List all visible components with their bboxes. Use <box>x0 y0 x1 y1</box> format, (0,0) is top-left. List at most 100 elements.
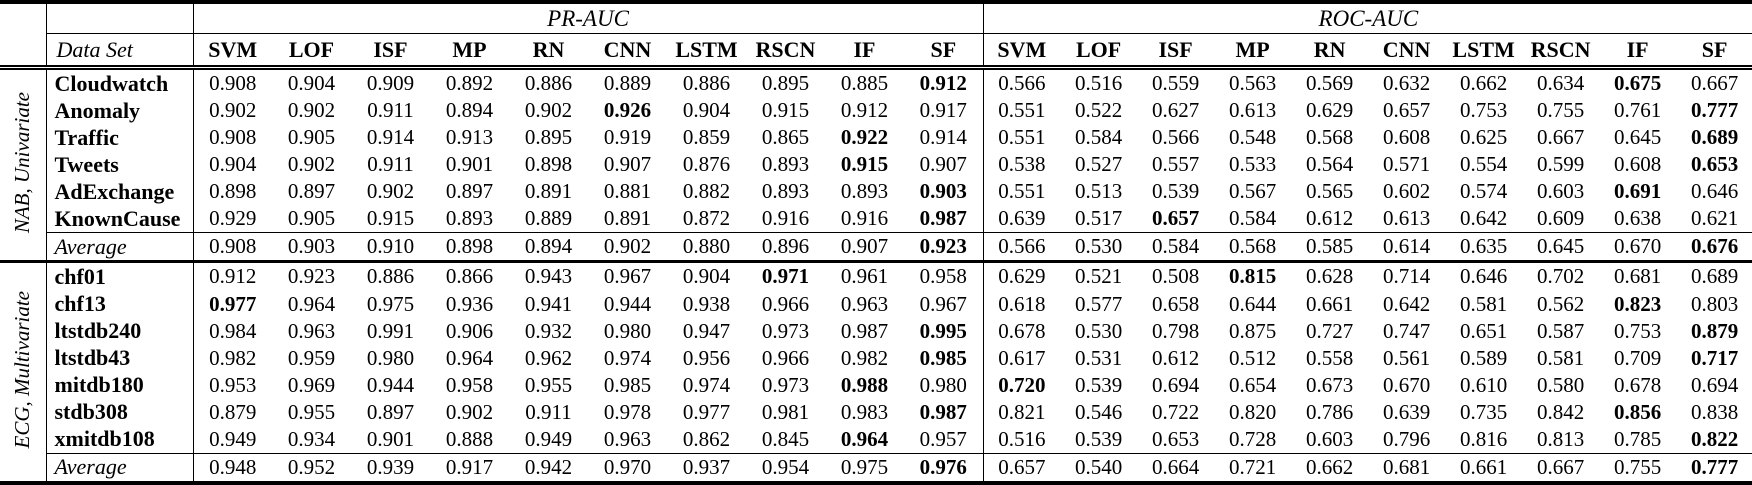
roc-sf-value: 0.838 <box>1690 399 1739 424</box>
roc-svm-value: 0.566 <box>982 67 1061 98</box>
pr-sf-value: 0.907 <box>919 152 967 177</box>
roc-rscn-value: 0.702 <box>1522 260 1600 291</box>
roc-cnn-value: 0.602 <box>1382 179 1431 204</box>
roc-cnn-value: 0.796 <box>1382 426 1431 451</box>
pr-isf-value: 0.911 <box>367 152 414 177</box>
pr-rn-value: 0.932 <box>524 318 573 343</box>
pr-mp-value: 0.906 <box>445 318 494 343</box>
table-row: xmitdb108 0.949 0.934 0.901 0.888 0.949 0.963 0… <box>0 425 1752 454</box>
pr-svm-value: 0.977 <box>192 290 272 318</box>
pr-mp-value: 0.898 <box>430 232 509 262</box>
roc-lstm-value: 0.661 <box>1445 452 1523 483</box>
roc-rn-value: 0.558 <box>1305 345 1354 370</box>
pr-lstm-value: 0.977 <box>682 399 731 424</box>
roc-sf-value: 0.653 <box>1690 152 1739 177</box>
pr-lof-value: 0.902 <box>287 98 336 123</box>
roc-sf-value: 0.689 <box>1676 260 1752 291</box>
pr-rscn-value: 0.966 <box>761 345 810 370</box>
roc-lof-value: 0.530 <box>1060 232 1138 262</box>
pr-isf-value: 0.886 <box>351 260 430 291</box>
pr-mp-value: 0.917 <box>430 452 509 483</box>
roc-lof-value: 0.517 <box>1074 206 1123 231</box>
pr-svm-value: 0.902 <box>192 97 272 125</box>
pr-sf-value: 0.980 <box>919 372 967 397</box>
roc-cnn-value: 0.632 <box>1382 71 1431 96</box>
dataset-label: Traffic <box>45 124 193 152</box>
pr-cnn-value: 0.944 <box>603 291 652 316</box>
roc-cnn-value: 0.613 <box>1382 206 1431 231</box>
pr-if-value: 0.912 <box>840 98 889 123</box>
roc-isf-value: 0.627 <box>1151 98 1200 123</box>
roc-lstm-value: 0.635 <box>1445 232 1523 262</box>
roc-if-value: 0.761 <box>1613 98 1662 123</box>
roc-mp-value: 0.512 <box>1228 345 1277 370</box>
pr-mp-value: 0.936 <box>445 291 494 316</box>
pr-cnn-value: 0.970 <box>588 452 667 483</box>
roc-isf-value: 0.557 <box>1151 152 1200 177</box>
dataset-label: mitdb180 <box>45 371 193 399</box>
roc-mp-value: 0.567 <box>1228 179 1277 204</box>
pr-lof-value: 0.964 <box>287 291 336 316</box>
pr-if-value: 0.916 <box>840 206 889 231</box>
pr-rn-value: 0.886 <box>524 71 573 96</box>
roc-svm-value: 0.551 <box>982 178 1061 206</box>
pr-cnn-value: 0.891 <box>603 206 652 231</box>
roc-rn-value: 0.585 <box>1291 232 1369 262</box>
pr-lof-value: 0.955 <box>287 399 336 424</box>
pr-lof-value: 0.905 <box>287 206 336 231</box>
method-header-roc-cnn: CNN <box>1368 33 1446 70</box>
roc-lstm-value: 0.662 <box>1459 71 1508 96</box>
pr-mp-value: 0.902 <box>445 399 494 424</box>
pr-mp-value: 0.958 <box>445 372 494 397</box>
pr-rn-value: 0.911 <box>525 399 572 424</box>
pr-mp-value: 0.901 <box>445 152 494 177</box>
pr-rn-value: 0.943 <box>509 260 588 291</box>
roc-svm-value: 0.566 <box>982 232 1061 262</box>
pr-mp-value: 0.894 <box>445 98 494 123</box>
pr-lof-value: 0.905 <box>287 125 336 150</box>
pr-svm-value: 0.984 <box>192 317 272 345</box>
pr-cnn-value: 0.902 <box>588 232 667 262</box>
roc-mp-value: 0.644 <box>1228 291 1277 316</box>
pr-lof-value: 0.904 <box>287 71 336 96</box>
roc-if-value: 0.856 <box>1613 399 1662 424</box>
pr-sf-value: 0.985 <box>919 345 967 370</box>
pr-svm-value: 0.908 <box>192 124 272 152</box>
pr-lstm-value: 0.956 <box>682 345 731 370</box>
table-row: ltstdb43 0.982 0.959 0.980 0.964 0.962 0.974 0.… <box>0 344 1752 372</box>
method-header-pr-cnn: CNN <box>588 33 667 70</box>
table-row: KnownCause 0.929 0.905 0.915 0.893 0.889 0.891… <box>0 205 1752 233</box>
roc-lof-value: 0.527 <box>1074 152 1123 177</box>
table-head: PR-AUC ROC-AUC Data Set SVM LOF ISF MP RN CNN… <box>0 2 1752 70</box>
roc-rscn-value: 0.599 <box>1536 152 1585 177</box>
roc-rscn-value: 0.813 <box>1536 426 1585 451</box>
pr-cnn-value: 0.907 <box>603 152 652 177</box>
roc-if-value: 0.681 <box>1599 260 1677 291</box>
pr-rscn-value: 0.954 <box>746 452 825 483</box>
pr-lstm-value: 0.880 <box>667 232 746 262</box>
pr-rscn-value: 0.973 <box>761 372 810 397</box>
table-row: mitdb180 0.953 0.969 0.944 0.958 0.955 0.985 0.… <box>0 371 1752 399</box>
pr-lstm-value: 0.947 <box>682 318 731 343</box>
roc-isf-value: 0.798 <box>1151 318 1200 343</box>
roc-rn-value: 0.629 <box>1305 98 1354 123</box>
pr-isf-value: 0.901 <box>366 426 415 451</box>
roc-lof-value: 0.539 <box>1074 426 1123 451</box>
table-row: Average 0.908 0.903 0.910 0.898 0.894 0.902 0.8… <box>0 232 1752 262</box>
method-header-pr-lof: LOF <box>272 33 351 70</box>
roc-lstm-value: 0.554 <box>1459 152 1508 177</box>
pr-mp-value: 0.892 <box>445 71 494 96</box>
dataset-label: ltstdb43 <box>45 344 193 372</box>
roc-rn-value: 0.786 <box>1305 399 1354 424</box>
roc-rn-value: 0.569 <box>1305 71 1354 96</box>
pr-cnn-value: 0.919 <box>603 125 652 150</box>
pr-mp-value: 0.888 <box>445 426 494 451</box>
roc-lof-value: 0.530 <box>1074 318 1123 343</box>
pr-sf-value: 0.917 <box>919 98 967 123</box>
group-header-roc-auc: ROC-AUC <box>982 2 1752 34</box>
method-header-roc-rn: RN <box>1291 33 1369 70</box>
method-header-roc-lstm: LSTM <box>1445 33 1523 70</box>
roc-mp-value: 0.533 <box>1228 152 1277 177</box>
dataset-label: Anomaly <box>45 97 193 125</box>
pr-cnn-value: 0.963 <box>603 426 652 451</box>
